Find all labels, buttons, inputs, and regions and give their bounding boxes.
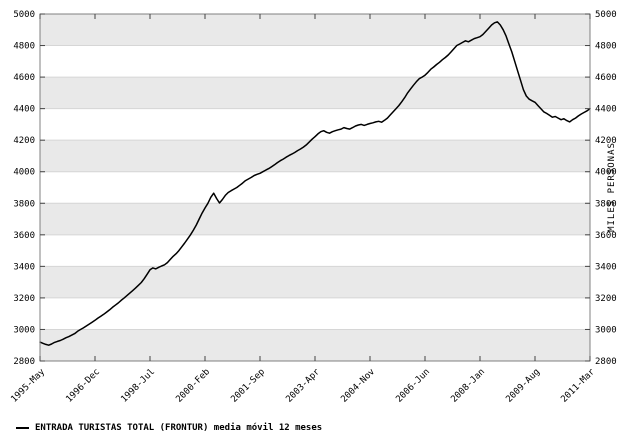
plot-band	[40, 297, 590, 330]
x-axis-tick-label: 2008-Jan	[449, 367, 487, 405]
y2-axis-tick-label: 3600	[595, 231, 617, 241]
plot-band	[40, 77, 590, 109]
x-axis-tick-label: 2004-Nov	[339, 367, 377, 405]
plot-band	[40, 266, 590, 298]
y2-axis-tick-label: 4400	[595, 105, 617, 115]
y2-axis-tick-label: 3200	[595, 294, 617, 304]
plot-band	[40, 108, 590, 141]
y-axis-tick-label: 4000	[13, 168, 35, 178]
plot-band	[40, 329, 590, 361]
y-axis-tick-label: 5000	[13, 10, 35, 20]
y2-axis-tick-label: 3400	[595, 262, 617, 272]
plot-band	[40, 140, 590, 172]
y-axis-tick-label: 3400	[13, 262, 35, 272]
x-axis-tick-label: 1995-May	[9, 367, 47, 405]
x-axis-tick-label: 2011-Mar	[559, 367, 597, 405]
x-axis-tick-label: 2003-Apr	[284, 367, 322, 405]
y2-axis-tick-label: 3000	[595, 325, 617, 335]
y2-axis-tick-label: 2800	[595, 357, 617, 367]
y2-axis-tick-label: 4800	[595, 42, 617, 52]
right-axis-title: MILES PERSONAS	[607, 142, 617, 232]
y-axis-tick-label: 3800	[13, 199, 35, 209]
series-line	[39, 21, 591, 346]
x-axis-tick-label: 2006-Jun	[394, 367, 432, 405]
y-axis-tick-label: 4600	[13, 73, 35, 83]
y-axis-tick-label: 3000	[13, 325, 35, 335]
legend: ENTRADA TURISTAS TOTAL (FRONTUR) media m…	[16, 423, 322, 433]
x-axis-tick-label: 2001-Sep	[229, 367, 267, 405]
legend-label: ENTRADA TURISTAS TOTAL (FRONTUR) media m…	[35, 423, 323, 433]
y2-axis-tick-label: 5000	[595, 10, 617, 20]
x-axis-tick-label: 1996-Dec	[64, 367, 102, 405]
y-axis-tick-label: 3200	[13, 294, 35, 304]
x-axis-tick-label: 2009-Aug	[504, 367, 542, 405]
y2-axis-tick-label: 4600	[595, 73, 617, 83]
y-axis-tick-label: 4800	[13, 42, 35, 52]
y2-axis-tick-label: 4200	[595, 136, 617, 146]
y-axis-tick-label: 4200	[13, 136, 35, 146]
x-axis-tick-label: 1998-Jul	[119, 367, 157, 405]
plot-band	[40, 234, 590, 267]
plot-band	[40, 171, 590, 204]
x-axis-tick-label: 2000-Feb	[174, 367, 212, 405]
y2-axis-tick-label: 4000	[595, 168, 617, 178]
y-axis-tick-label: 4400	[13, 105, 35, 115]
plot-band	[40, 45, 590, 78]
y-axis-tick-label: 3600	[13, 231, 35, 241]
plot-band	[40, 203, 590, 235]
y2-axis-tick-label: 3800	[595, 199, 617, 209]
y-axis-tick-label: 2800	[13, 357, 35, 367]
legend-line-sample-icon	[16, 427, 29, 429]
plot-band	[40, 14, 590, 46]
